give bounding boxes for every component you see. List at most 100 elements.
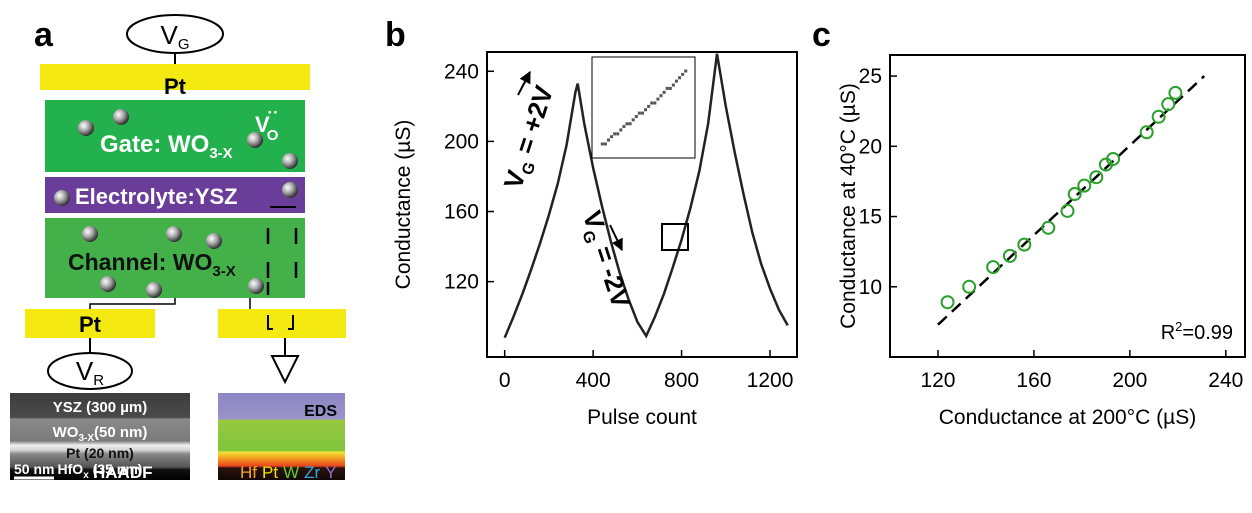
x-axis-label: Pulse count <box>587 406 697 429</box>
inset-point <box>668 86 672 90</box>
data-point <box>1168 85 1183 100</box>
inset-point <box>653 101 657 105</box>
data-point <box>1106 151 1121 166</box>
y-tick-label: 200 <box>444 130 479 153</box>
y-tick-label: 160 <box>444 201 479 224</box>
annotation: R2=0.99 <box>1161 319 1233 344</box>
layer-label: HfOx (35 nm) <box>58 461 143 481</box>
y-tick-label: 20 <box>859 135 882 158</box>
chart: 0 400 800 1200 120 160 200 240 Pulse count Conduc… <box>392 51 798 429</box>
inset-point <box>659 94 663 98</box>
data-point <box>1139 125 1154 140</box>
inset-point <box>671 83 675 87</box>
y-tick-label: 15 <box>859 206 882 229</box>
micrograph <box>218 393 345 480</box>
x-tick-label: 0 <box>499 369 511 392</box>
data-point <box>1067 187 1082 202</box>
gate-contact <box>40 64 310 90</box>
x-tick-label: 800 <box>664 369 699 392</box>
y-tick-label: 25 <box>859 65 882 88</box>
element-label: W <box>283 463 299 482</box>
annotation-part: G <box>578 229 598 246</box>
chart: 120 160 200 240 10 15 20 25 Conductance at 200°C… <box>837 54 1246 429</box>
data-point <box>1017 237 1032 252</box>
terminal-label: VG <box>160 20 189 53</box>
data-point <box>1041 220 1056 235</box>
inset-point <box>637 111 641 115</box>
mode-label: EDS <box>304 403 337 420</box>
inset-point <box>681 72 685 76</box>
element-label: Pt <box>262 463 278 482</box>
y-tick-label: 120 <box>444 271 479 294</box>
element-legend: Hf Pt W Zr Y <box>240 463 337 482</box>
layer-label: Channel: WO3-X <box>68 249 236 280</box>
mode-label: HAADF <box>93 463 153 482</box>
x-tick-label: 120 <box>920 369 955 392</box>
device-diagram: VG Pt Gate: WO3-X VO·· Electrolyte:YSZ C… <box>25 14 346 390</box>
inset-point <box>684 69 688 73</box>
data-line <box>503 53 789 339</box>
x-tick-label: 160 <box>1016 369 1051 392</box>
fit-line <box>937 75 1206 326</box>
layer-label: Pt <box>79 312 102 337</box>
annotation-part: R <box>1161 322 1175 344</box>
x-axis-label: Conductance at 200°C (µS) <box>939 406 1196 429</box>
data-point <box>1151 109 1166 124</box>
layer-label: Pt <box>164 74 187 99</box>
inset-point <box>640 111 644 115</box>
annotation-part: G <box>519 160 539 177</box>
inset-point <box>644 108 648 112</box>
layer-label: Gate: WO3-X <box>100 131 233 162</box>
ion <box>54 109 298 298</box>
y-tick-label: 240 <box>444 60 479 83</box>
inset-point <box>619 128 623 132</box>
arrow <box>609 224 623 252</box>
data-point <box>962 279 977 294</box>
annotation-part: = +2V <box>507 81 559 164</box>
haadf-image: YSZ (300 µm) WO3-X(50 nm) Pt (20 nm) HfO… <box>10 393 190 482</box>
inset-point <box>628 122 632 126</box>
panel-label: a <box>34 16 54 54</box>
layer-label: Pt (20 nm) <box>66 445 134 461</box>
inset-point <box>631 118 635 122</box>
layer-label: WO3-X(50 nm) <box>53 424 148 444</box>
layer-label: YSZ (300 µm) <box>53 399 148 416</box>
inset-point <box>610 135 614 139</box>
x-tick-label: 240 <box>1208 369 1243 392</box>
panel-label: c <box>812 16 831 54</box>
scale-bar-label: 50 nm <box>14 461 54 477</box>
ground <box>270 355 300 385</box>
micrograph <box>10 393 190 480</box>
arrow <box>517 70 531 96</box>
x-tick-label: 400 <box>576 369 611 392</box>
plot-frame <box>889 54 1246 358</box>
inset-point <box>634 114 638 118</box>
inset-point <box>600 142 604 146</box>
inset-point <box>678 76 682 80</box>
inset-point <box>622 125 626 129</box>
inset-point <box>656 97 660 101</box>
inset-point <box>647 104 651 108</box>
inset-point <box>625 122 629 126</box>
annotation: VG = +2V <box>498 81 563 193</box>
element-label: Y <box>325 463 336 482</box>
data-point <box>986 260 1001 275</box>
electrolyte-layer <box>45 177 305 213</box>
layer-label: Electrolyte:YSZ <box>75 184 238 209</box>
inset-point <box>613 132 617 136</box>
data-point <box>1060 203 1075 218</box>
element-label: Hf <box>240 463 257 482</box>
y-tick-label: 10 <box>859 276 882 299</box>
drain-contact <box>218 309 346 338</box>
zoom-box <box>661 223 689 251</box>
data-point <box>940 295 955 310</box>
data-point <box>1089 170 1104 185</box>
data-point <box>1077 178 1092 193</box>
vacancy-label: VO·· <box>255 103 279 144</box>
mark <box>266 228 298 295</box>
y-axis-label: Conductance at 40°C (µS) <box>837 83 860 329</box>
element-label: Zr <box>304 463 320 482</box>
data-point <box>1161 97 1176 112</box>
source-contact <box>25 309 155 338</box>
